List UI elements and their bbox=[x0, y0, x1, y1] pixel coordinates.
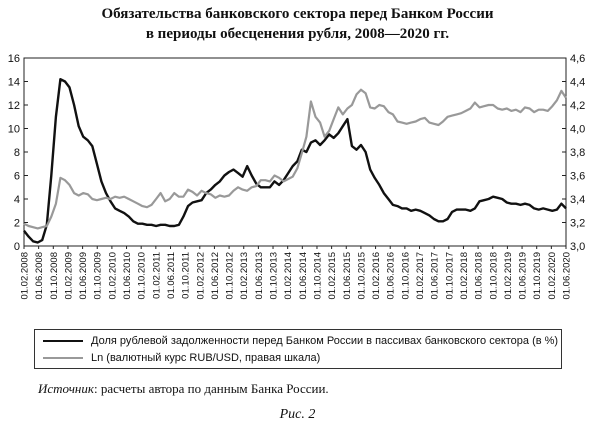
legend-label-exchange-rate: Ln (валютный курс RUB/USD, правая шкала) bbox=[91, 352, 321, 364]
x-axis-tick-label: 01.10.2019 bbox=[532, 252, 543, 300]
x-axis-tick-label: 01.06.2009 bbox=[78, 252, 89, 300]
x-axis-tick-label: 01.02.2020 bbox=[547, 252, 558, 300]
title-line-1: Обязательства банковского сектора перед … bbox=[101, 6, 494, 22]
x-axis-tick-label: 01.10.2015 bbox=[356, 252, 367, 300]
right-axis-tick-label: 3,4 bbox=[570, 194, 585, 206]
right-axis-tick-label: 3,0 bbox=[570, 241, 585, 253]
x-axis-tick-label: 01.10.2016 bbox=[400, 252, 411, 300]
series-line-debt-share bbox=[23, 78, 567, 244]
x-axis-tick-label: 01.06.2014 bbox=[298, 252, 309, 300]
x-axis-tick-label: 01.06.2018 bbox=[474, 252, 485, 300]
right-axis-tick-label: 4,6 bbox=[570, 53, 585, 65]
x-axis-tick-label: 01.06.2010 bbox=[122, 252, 133, 300]
left-axis-tick-label: 4 bbox=[14, 194, 20, 206]
source-note: Источник: расчеты автора по данным Банка… bbox=[38, 381, 329, 397]
right-axis-tick-label: 3,8 bbox=[570, 147, 585, 159]
left-axis-tick-label: 6 bbox=[14, 171, 20, 183]
x-axis-tick-label: 01.06.2015 bbox=[342, 252, 353, 300]
x-axis-tick-label: 01.06.2020 bbox=[562, 252, 573, 300]
left-axis-tick-label: 14 bbox=[8, 77, 20, 89]
figure-caption: Рис. 2 bbox=[279, 407, 316, 422]
x-axis-tick-label: 01.06.2017 bbox=[430, 252, 441, 300]
left-axis-tick-label: 8 bbox=[14, 147, 20, 159]
x-axis-tick-label: 01.02.2010 bbox=[107, 252, 118, 300]
x-axis-tick-label: 01.06.2012 bbox=[210, 252, 221, 300]
right-axis-tick-label: 4,2 bbox=[570, 100, 585, 112]
x-axis-tick-label: 01.06.2011 bbox=[166, 252, 177, 299]
title-line-2: в периоды обесценения рубля, 2008—2020 г… bbox=[145, 26, 450, 42]
x-axis-tick-label: 01.10.2013 bbox=[269, 252, 280, 300]
chart-title: Обязательства банковского сектора перед … bbox=[0, 4, 595, 44]
x-axis-tick-label: 01.02.2014 bbox=[283, 252, 294, 300]
right-axis-tick-label: 4,0 bbox=[570, 124, 585, 136]
x-axis-tick-label: 01.02.2013 bbox=[239, 252, 250, 300]
left-axis-tick-label: 16 bbox=[8, 53, 20, 65]
x-axis-tick-label: 01.10.2010 bbox=[137, 252, 148, 300]
left-axis-tick-label: 0 bbox=[14, 241, 20, 253]
legend-item-debt-share: Доля рублевой задолженности перед Банком… bbox=[43, 333, 558, 349]
legend-swatch-gray bbox=[43, 357, 83, 359]
legend-item-exchange-rate: Ln (валютный курс RUB/USD, правая шкала) bbox=[43, 350, 320, 366]
x-axis-tick-label: 01.02.2016 bbox=[371, 252, 382, 300]
x-axis-tick-label: 01.10.2008 bbox=[49, 252, 60, 300]
line-chart: 0 2 4 6 8 10 12 14 16 3,0 3,2 3,4 3,6 3,8 4,0 4,2 4,4 4,6… bbox=[8, 53, 586, 300]
plot-frame bbox=[23, 57, 567, 247]
x-axis-tick-label: 01.10.2012 bbox=[225, 252, 236, 300]
left-axis-tick-label: 2 bbox=[14, 218, 20, 230]
x-axis-tick-label: 01.02.2012 bbox=[195, 252, 206, 300]
right-axis-tick-label: 4,4 bbox=[570, 77, 585, 89]
x-axis-tick-label: 01.10.2018 bbox=[488, 252, 499, 300]
x-axis-tick-label: 01.10.2011 bbox=[181, 252, 192, 299]
x-axis-tick-label: 01.10.2009 bbox=[93, 252, 104, 300]
right-axis-tick-label: 3,2 bbox=[570, 218, 585, 230]
x-axis-tick-label: 01.02.2017 bbox=[415, 252, 426, 300]
x-axis-tick-label: 01.06.2019 bbox=[518, 252, 529, 300]
x-axis-tick-label: 01.06.2016 bbox=[386, 252, 397, 300]
x-axis-tick-label: 01.02.2018 bbox=[459, 252, 470, 300]
source-text: : расчеты автора по данным Банка России. bbox=[93, 381, 329, 396]
series-line-exchange-rate bbox=[23, 88, 567, 230]
right-axis-tick-label: 3,6 bbox=[570, 171, 585, 183]
legend-label-debt-share: Доля рублевой задолженности перед Банком… bbox=[91, 335, 559, 347]
legend-swatch-black bbox=[43, 340, 83, 342]
x-axis-tick-label: 01.02.2009 bbox=[63, 252, 74, 300]
x-axis-tick-label: 01.06.2008 bbox=[34, 252, 45, 300]
x-axis-tick-label: 01.02.2019 bbox=[503, 252, 514, 300]
left-axis-tick-label: 10 bbox=[8, 124, 20, 136]
x-axis-tick-label: 01.10.2017 bbox=[444, 252, 455, 300]
legend: Доля рублевой задолженности перед Банком… bbox=[34, 329, 562, 369]
x-axis-tick-label: 01.10.2014 bbox=[312, 252, 323, 300]
x-axis-tick-label: 01.02.2011 bbox=[151, 252, 162, 299]
source-label: Источник bbox=[38, 381, 94, 396]
x-axis-tick-label: 01.06.2013 bbox=[254, 252, 265, 300]
x-axis-tick-label: 01.02.2008 bbox=[20, 252, 31, 300]
left-axis-tick-label: 12 bbox=[8, 100, 20, 112]
x-axis-tick-label: 01.02.2015 bbox=[327, 252, 338, 300]
